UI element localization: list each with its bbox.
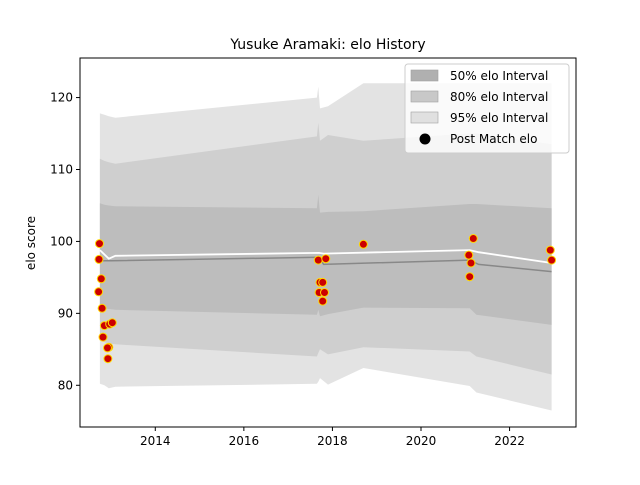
plot-content [94, 83, 557, 411]
legend-label: 80% elo Interval [450, 90, 548, 104]
legend-box [404, 63, 570, 154]
legend-label: 50% elo Interval [450, 69, 548, 83]
post-match-elo-point [465, 272, 475, 282]
legend-swatch [410, 111, 439, 124]
x-tick-label: 2020 [406, 434, 437, 448]
legend-swatch [410, 90, 439, 103]
post-match-elo-point [358, 239, 368, 249]
x-tick-label: 2014 [140, 434, 171, 448]
post-match-elo-point [96, 274, 106, 284]
post-match-elo-point [464, 250, 474, 260]
legend-label: 95% elo Interval [450, 111, 548, 125]
y-tick-label: 120 [50, 91, 73, 105]
mean-line [99, 249, 552, 264]
post-match-elo-point [545, 245, 555, 255]
legend-label: Post Match elo [450, 132, 537, 146]
post-match-elo-point [466, 258, 476, 268]
post-match-elo-point [95, 239, 104, 249]
post-match-elo-point [318, 277, 328, 287]
x-tick-label: 2022 [494, 434, 525, 448]
post-match-elo-point [468, 234, 478, 243]
post-match-elo-point [320, 288, 329, 297]
post-match-elo-point [94, 254, 104, 264]
plot-area [94, 83, 557, 411]
post-match-elo-point [103, 354, 113, 364]
y-tick-label: 90 [58, 306, 73, 320]
post-match-elo-point [321, 254, 331, 264]
legend-marker [419, 133, 431, 145]
median-line [99, 256, 552, 273]
legend-swatch [410, 69, 439, 82]
post-match-elo-point [98, 332, 108, 342]
y-tick-label: 110 [50, 162, 73, 176]
post-match-elo-point [107, 318, 117, 328]
post-match-elo-point [318, 296, 328, 306]
y-tick-label: 100 [50, 234, 73, 248]
post-match-elo-point [103, 343, 112, 353]
legend: 50% elo Interval 80% elo Interval 95% elo … [404, 63, 570, 154]
y-axis-label: elo score [24, 216, 38, 270]
axes-frame [79, 57, 577, 428]
x-tick-label: 2018 [317, 434, 348, 448]
post-match-elo-point [94, 287, 104, 297]
post-match-elo-point [547, 255, 557, 265]
chart-title: Yusuke Aramaki: elo History [229, 37, 425, 53]
post-match-elo-point [97, 303, 107, 313]
y-tick-label: 80 [58, 378, 73, 392]
x-tick-label: 2016 [229, 434, 260, 448]
post-match-elo-point [313, 255, 323, 265]
axes: 2014 2016 2018 2020 2022 80 90 100 110 120 [50, 57, 577, 448]
